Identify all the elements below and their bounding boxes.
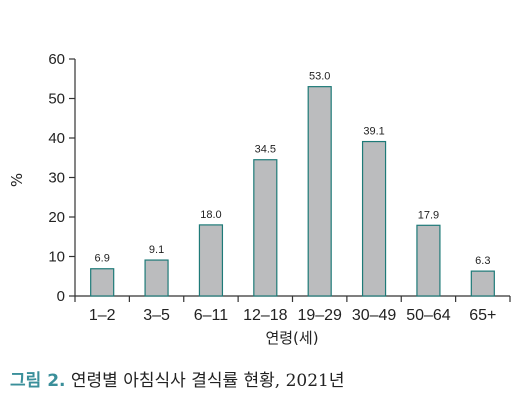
x-tick-label: 12–18 bbox=[243, 307, 288, 324]
bar bbox=[307, 86, 332, 297]
x-tick-label: 30–49 bbox=[352, 307, 397, 324]
x-tick-label: 65+ bbox=[469, 307, 496, 324]
bar bbox=[144, 259, 169, 297]
y-tick-label: 10 bbox=[48, 249, 65, 266]
x-tick-label: 3–5 bbox=[143, 307, 170, 324]
x-axis: 1–2 3–5 6–11 12–18 19–29 30–49 50–64 65+ bbox=[74, 295, 511, 324]
bar-value-label: 17.9 bbox=[418, 209, 439, 221]
bar-value-label: 6.3 bbox=[475, 255, 490, 267]
bar bbox=[253, 159, 278, 297]
y-tick-label: 30 bbox=[48, 170, 65, 187]
figure-caption: 그림 2. 연령별 아침식사 결식률 현황, 2021년 bbox=[10, 366, 345, 391]
x-axis-label: 연령(세) bbox=[265, 329, 318, 347]
bar-value-label: 6.9 bbox=[95, 253, 110, 265]
bar-chart: % 0 10 20 30 40 50 60 1–2 3–5 6–11 12–18 19–29 30–4… bbox=[8, 51, 511, 347]
bar-value-label: 39.1 bbox=[363, 126, 384, 138]
y-tick-label: 60 bbox=[48, 51, 65, 68]
bar bbox=[470, 270, 495, 297]
x-tick-label: 50–64 bbox=[406, 307, 451, 324]
y-tick-label: 20 bbox=[48, 209, 65, 226]
bar bbox=[361, 140, 387, 297]
y-tick-label: 0 bbox=[57, 288, 65, 305]
bar bbox=[416, 224, 441, 297]
caption-label: 그림 2. bbox=[10, 371, 66, 391]
caption-text: 연령별 아침식사 결식률 현황, 2021년 bbox=[70, 371, 345, 391]
bar-value-label: 34.5 bbox=[255, 144, 276, 156]
bars: 6.9 9.1 18.0 34.5 53.0 39.1 17.9 6.3 bbox=[90, 71, 495, 297]
bar-value-label: 18.0 bbox=[200, 209, 221, 221]
y-axis-label: % bbox=[8, 173, 26, 187]
bar-value-label: 53.0 bbox=[309, 71, 330, 83]
x-tick-label: 19–29 bbox=[297, 307, 342, 324]
y-tick-label: 40 bbox=[48, 130, 65, 147]
bar bbox=[198, 224, 224, 297]
y-tick-label: 50 bbox=[48, 91, 65, 108]
bar bbox=[90, 268, 115, 297]
y-axis: 0 10 20 30 40 50 60 bbox=[48, 51, 76, 305]
x-tick-label: 6–11 bbox=[194, 307, 229, 324]
bar-value-label: 9.1 bbox=[149, 244, 164, 256]
x-tick-label: 1–2 bbox=[89, 307, 116, 324]
